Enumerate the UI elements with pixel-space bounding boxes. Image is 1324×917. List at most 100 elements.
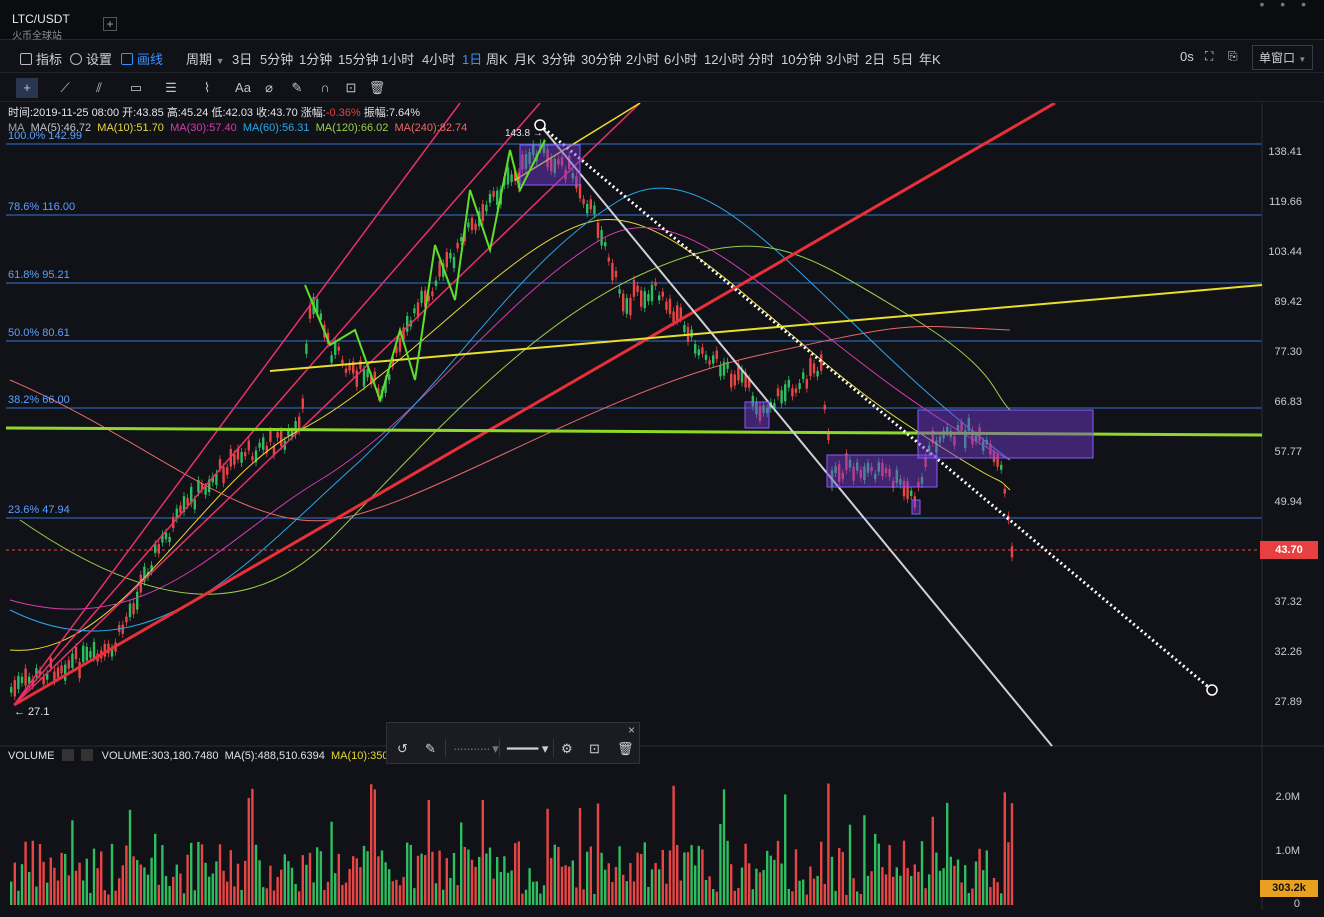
period-11[interactable]: 2小时: [626, 52, 660, 67]
volume-bar: [229, 850, 232, 905]
volume-close-icon[interactable]: [80, 749, 93, 761]
volume-bar: [924, 888, 927, 905]
crosshair-icon[interactable]: +: [16, 78, 38, 98]
price-tick: 57.77: [1274, 446, 1302, 458]
delete-icon[interactable]: 🗑: [368, 80, 386, 95]
chevron-down-icon: ▼: [215, 56, 225, 66]
period-dropdown[interactable]: 周期 ▼: [186, 49, 225, 68]
volume-bar: [946, 802, 949, 905]
volume-bar: [769, 855, 772, 905]
volume-bar: [611, 882, 614, 905]
period-7[interactable]: 周K: [486, 52, 508, 67]
info-amp: 振幅:7.64%: [363, 107, 421, 119]
window-mode-select[interactable]: 单窗口 ▼: [1252, 45, 1314, 70]
volume-bar: [546, 808, 549, 905]
period-19[interactable]: 年K: [919, 52, 941, 67]
measure-icon[interactable]: ⌀: [265, 80, 273, 95]
lock-icon[interactable]: ⊡: [589, 741, 600, 756]
volume-bar: [812, 878, 816, 905]
period-8[interactable]: 月K: [514, 52, 536, 67]
line-tool-icon[interactable]: ⟋: [60, 80, 70, 95]
period-9[interactable]: 3分钟: [542, 52, 576, 67]
high-marker: 143.8 →: [505, 128, 543, 139]
pen-color-icon[interactable]: ✎: [425, 741, 436, 756]
delete-icon[interactable]: 🗑: [617, 741, 634, 756]
period-14[interactable]: 分时: [748, 52, 775, 67]
fullscreen-icon[interactable]: ⛶: [1205, 49, 1214, 63]
volume-bar: [697, 845, 700, 905]
indicators-button[interactable]: 指标: [20, 49, 62, 68]
volume-bar: [262, 887, 265, 905]
price-tick: 66.83: [1274, 396, 1302, 408]
fib-label: 78.6% 116.00: [8, 201, 76, 213]
period-6[interactable]: 1日: [462, 52, 483, 67]
volume-bar: [82, 880, 85, 905]
add-tab-button[interactable]: +: [103, 17, 117, 31]
screenshot-icon[interactable]: ⎘: [1228, 49, 1238, 63]
settings-icon[interactable]: ⚙: [561, 741, 573, 756]
volume-bar: [107, 894, 110, 905]
main-toolbar: 指标 设置 画线 周期 ▼ 3日 5分钟 1分钟 15分钟 1小时 4小时 1日 周K 月K 3分…: [0, 41, 1324, 73]
period-3[interactable]: 15分钟: [338, 52, 379, 67]
drawing-properties-bar: × ↺ ✎ ··········· ▾ ━━━━ ▾ ⚙ ⊡ 🗑: [386, 722, 640, 764]
low-marker: ← 27.1: [14, 706, 50, 718]
candlestick-chart[interactable]: [0, 103, 1324, 917]
brush-icon[interactable]: ✎: [291, 80, 303, 95]
volume-bar: [942, 868, 945, 905]
volume-bar: [532, 881, 535, 905]
volume-bar: [157, 884, 160, 905]
range-box: [519, 144, 581, 186]
volume-settings-icon[interactable]: [61, 749, 74, 761]
volume-bar: [456, 885, 459, 905]
volume-bar: [121, 865, 124, 905]
volume-bar: [521, 893, 524, 905]
info-open: 开:43.85: [122, 107, 164, 119]
settings-button[interactable]: 设置: [70, 49, 112, 68]
period-16[interactable]: 3小时: [826, 52, 860, 67]
period-0[interactable]: 3日: [232, 52, 253, 67]
period-17[interactable]: 2日: [865, 52, 886, 67]
rect-tool-icon[interactable]: ▭: [129, 80, 143, 95]
period-12[interactable]: 6小时: [664, 52, 698, 67]
fib-tool-icon[interactable]: ☰: [165, 80, 177, 95]
period-10[interactable]: 30分钟: [581, 52, 622, 67]
period-4[interactable]: 1小时: [381, 52, 415, 67]
volume-bar: [730, 864, 733, 905]
volume-bar: [53, 867, 56, 905]
magnet-icon[interactable]: ∩: [320, 80, 330, 95]
info-close: 收:43.70: [256, 107, 298, 119]
period-13[interactable]: 12小时: [704, 52, 745, 67]
volume-bar: [258, 860, 261, 905]
line-handle: [1206, 684, 1218, 696]
price-tick: 103.44: [1268, 246, 1302, 258]
period-2[interactable]: 1分钟: [299, 52, 333, 67]
line-width-select[interactable]: ━━━━ ▾: [507, 741, 549, 756]
wave-tool-icon[interactable]: ⌇: [203, 80, 211, 95]
ma10-curve: [9, 219, 1011, 651]
volume-bar: [913, 864, 916, 905]
volume-bar: [614, 866, 618, 905]
close-icon[interactable]: ×: [627, 723, 635, 737]
volume-bar: [931, 816, 934, 905]
volume-bar: [791, 891, 794, 905]
volume-bar: [355, 858, 358, 905]
more-icon[interactable]: • • •: [1259, 0, 1312, 12]
period-5[interactable]: 4小时: [422, 52, 456, 67]
volume-bars: [10, 783, 1014, 905]
text-tool-icon[interactable]: Aa: [235, 80, 251, 95]
volume-bar: [280, 869, 283, 905]
volume-bar: [344, 882, 348, 905]
period-1[interactable]: 5分钟: [260, 52, 294, 67]
lock-icon[interactable]: ⊡: [345, 80, 357, 95]
volume-bar: [110, 843, 114, 905]
tab-ltc-usdt[interactable]: LTC/USDT 火币全球站: [6, 8, 96, 42]
undo-icon[interactable]: ↺: [397, 741, 408, 756]
volume-bar: [586, 851, 589, 905]
period-15[interactable]: 10分钟: [781, 52, 822, 67]
line-style-select[interactable]: ··········· ▾: [453, 741, 499, 756]
channel-icon[interactable]: ⫽: [96, 80, 102, 95]
volume-bar: [874, 833, 877, 905]
period-18[interactable]: 5日: [893, 52, 914, 67]
volume-bar: [884, 874, 888, 905]
drawing-button[interactable]: 画线: [121, 49, 163, 68]
